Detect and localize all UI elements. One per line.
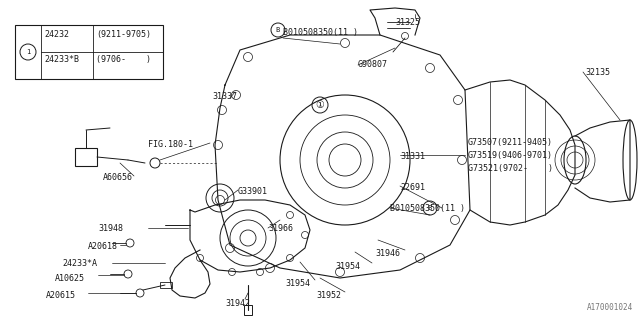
- Text: (9706-    ): (9706- ): [96, 55, 151, 64]
- Bar: [160, 282, 172, 288]
- Text: G73519(9406-9701): G73519(9406-9701): [468, 151, 553, 160]
- Text: 31954: 31954: [335, 262, 360, 271]
- Text: B010508350(11 ): B010508350(11 ): [283, 28, 358, 37]
- Text: A60656: A60656: [103, 173, 133, 182]
- Text: G73521(9702-    ): G73521(9702- ): [468, 164, 553, 173]
- Bar: [75, 148, 97, 166]
- Text: A20618: A20618: [88, 242, 118, 251]
- Text: G90807: G90807: [358, 60, 388, 69]
- Text: 31948: 31948: [98, 224, 123, 233]
- Bar: [244, 305, 252, 315]
- Text: 32135: 32135: [585, 68, 610, 77]
- Text: 31954: 31954: [285, 279, 310, 288]
- Text: 24233*A: 24233*A: [62, 259, 97, 268]
- Text: 22691: 22691: [400, 183, 425, 192]
- Text: 31337: 31337: [212, 92, 237, 101]
- Bar: [15, 25, 163, 79]
- Text: FIG.180-1: FIG.180-1: [148, 140, 193, 149]
- Text: A20615: A20615: [46, 291, 76, 300]
- Text: (9211-9705): (9211-9705): [96, 30, 151, 39]
- Text: A170001024: A170001024: [587, 303, 633, 312]
- Text: 24233*B: 24233*B: [44, 55, 79, 64]
- Text: 1: 1: [26, 49, 30, 55]
- Text: B: B: [428, 205, 432, 211]
- Text: B010508350(11 ): B010508350(11 ): [390, 204, 465, 213]
- Text: B: B: [276, 27, 280, 33]
- Text: G73507(9211-9405): G73507(9211-9405): [468, 138, 553, 147]
- Text: 31325: 31325: [395, 18, 420, 27]
- Text: 31331: 31331: [400, 152, 425, 161]
- Text: 31942: 31942: [225, 299, 250, 308]
- Text: 31946: 31946: [375, 249, 400, 258]
- Text: 24232: 24232: [44, 30, 69, 39]
- Text: 31952: 31952: [316, 291, 341, 300]
- Text: 31966: 31966: [268, 224, 293, 233]
- Text: A10625: A10625: [55, 274, 85, 283]
- Text: ①: ①: [316, 100, 324, 110]
- Text: G33901: G33901: [238, 187, 268, 196]
